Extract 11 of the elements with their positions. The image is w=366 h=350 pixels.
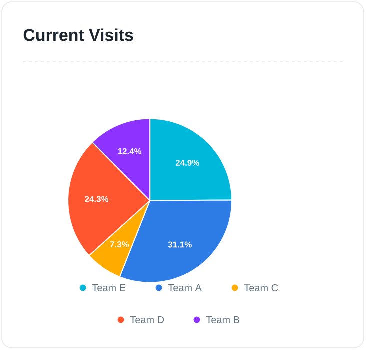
legend-label: Team A bbox=[168, 284, 202, 292]
data-label: 24.9% bbox=[176, 160, 200, 166]
data-label: 7.3% bbox=[110, 242, 130, 248]
data-label: 24.3% bbox=[85, 196, 109, 202]
legend-label: Team B bbox=[206, 316, 240, 324]
chart-title: Current Visits bbox=[24, 28, 134, 42]
data-label: 12.4% bbox=[118, 148, 142, 154]
data-label: 31.1% bbox=[168, 242, 192, 248]
legend-label: Team E bbox=[92, 284, 126, 292]
legend-label: Team D bbox=[130, 316, 164, 324]
legend-label: Team C bbox=[244, 284, 278, 292]
